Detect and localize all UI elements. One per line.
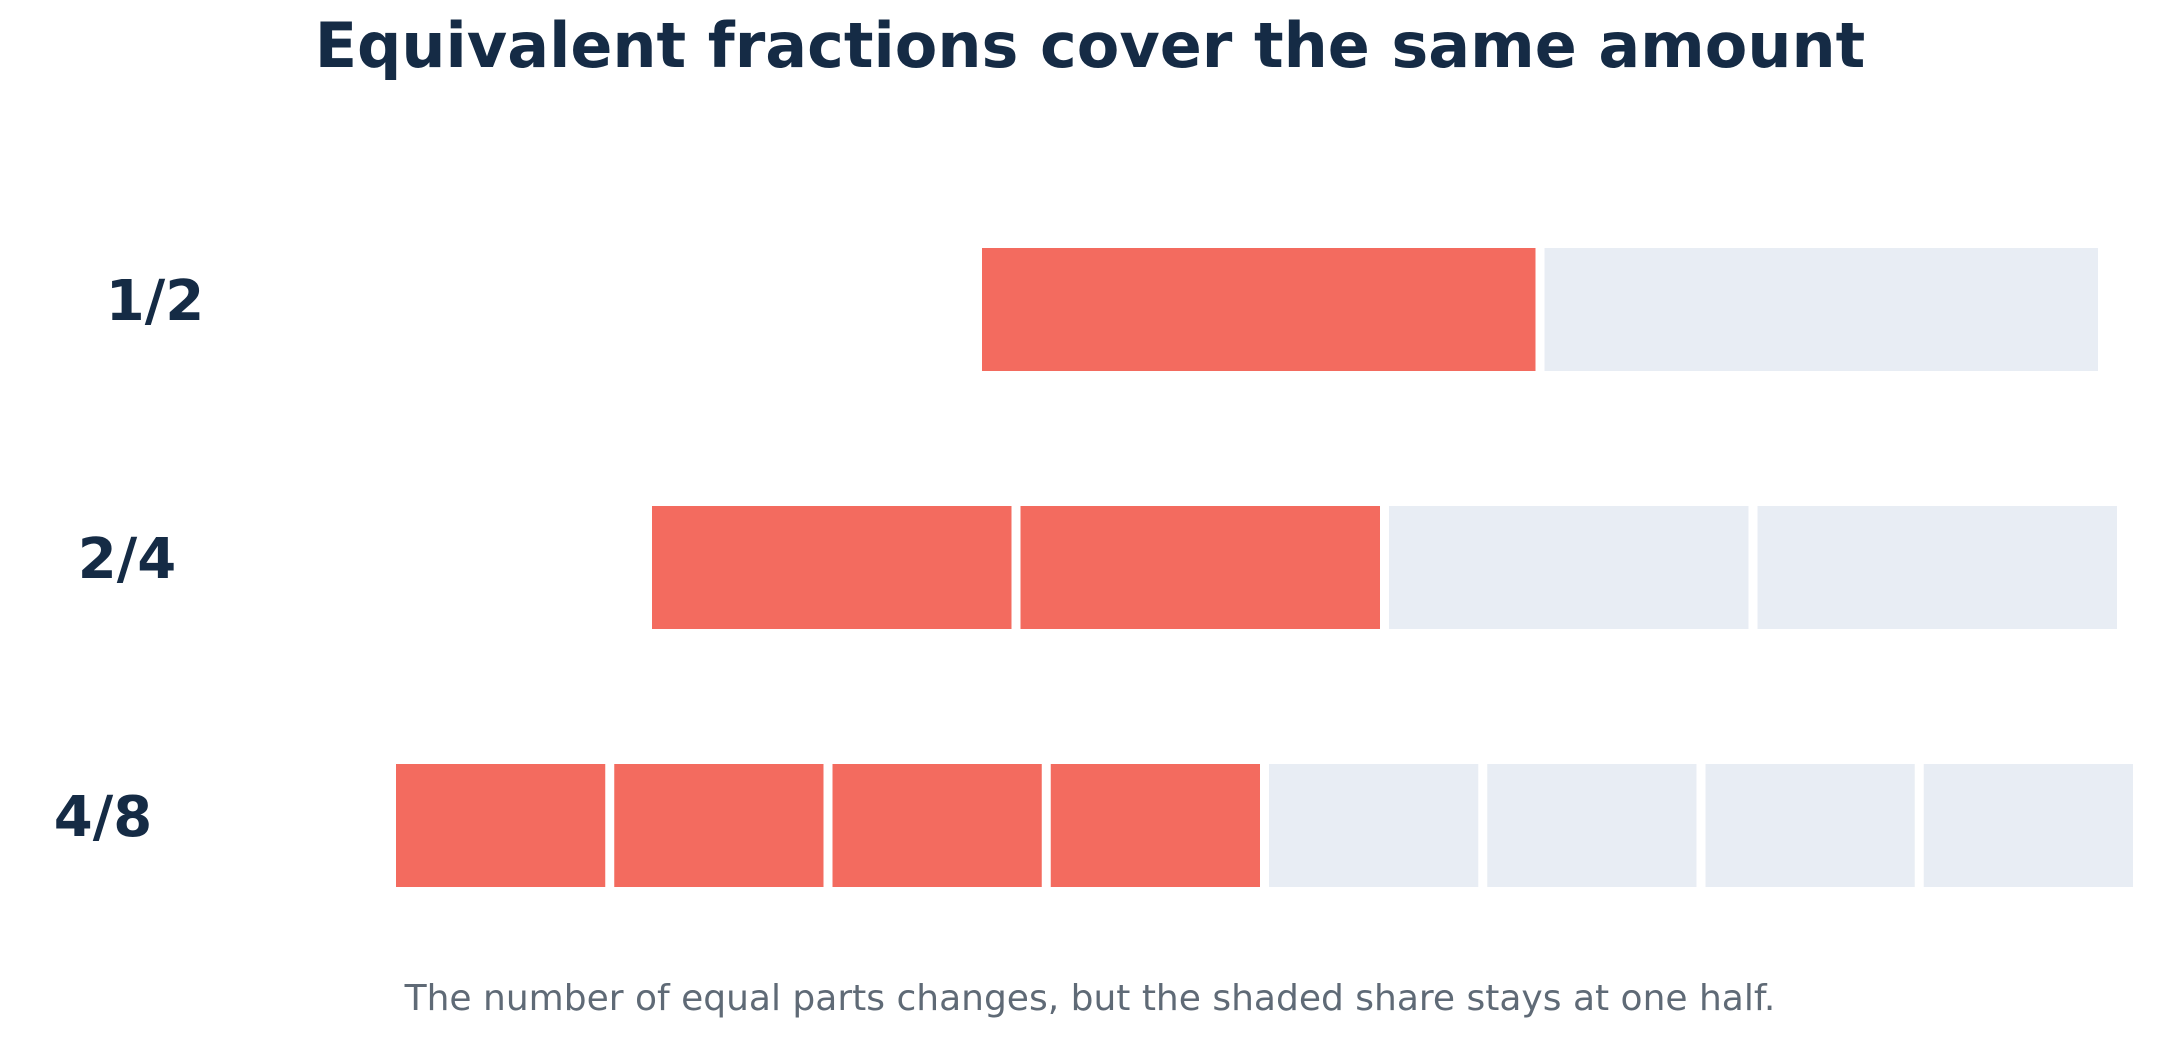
diagram-title: Equivalent fractions cover the same amou… [315, 9, 1866, 82]
fraction-row-1-2: 1/2 [106, 248, 2098, 371]
fraction-label: 2/4 [78, 527, 176, 592]
unshaded-part [1923, 764, 2133, 887]
unshaded-part [1757, 506, 2117, 629]
shaded-part [1050, 764, 1260, 887]
shaded-part [832, 764, 1042, 887]
fraction-label: 1/2 [106, 269, 204, 334]
unshaded-part [1269, 764, 1479, 887]
unshaded-part [1544, 248, 2098, 371]
unshaded-part [1389, 506, 1749, 629]
shaded-part [614, 764, 824, 887]
fraction-bar [396, 764, 2133, 887]
shaded-part [982, 248, 1536, 371]
unshaded-part [1487, 764, 1697, 887]
shaded-part [1020, 506, 1380, 629]
unshaded-part [1705, 764, 1915, 887]
fraction-label: 4/8 [54, 785, 152, 850]
fraction-row-4-8: 4/8 [54, 764, 2133, 887]
fraction-row-2-4: 2/4 [78, 506, 2117, 629]
fraction-bar [982, 248, 2098, 371]
diagram-caption: The number of equal parts changes, but t… [404, 978, 1776, 1019]
shaded-part [396, 764, 606, 887]
shaded-part [652, 506, 1012, 629]
fraction-bar [652, 506, 2117, 629]
